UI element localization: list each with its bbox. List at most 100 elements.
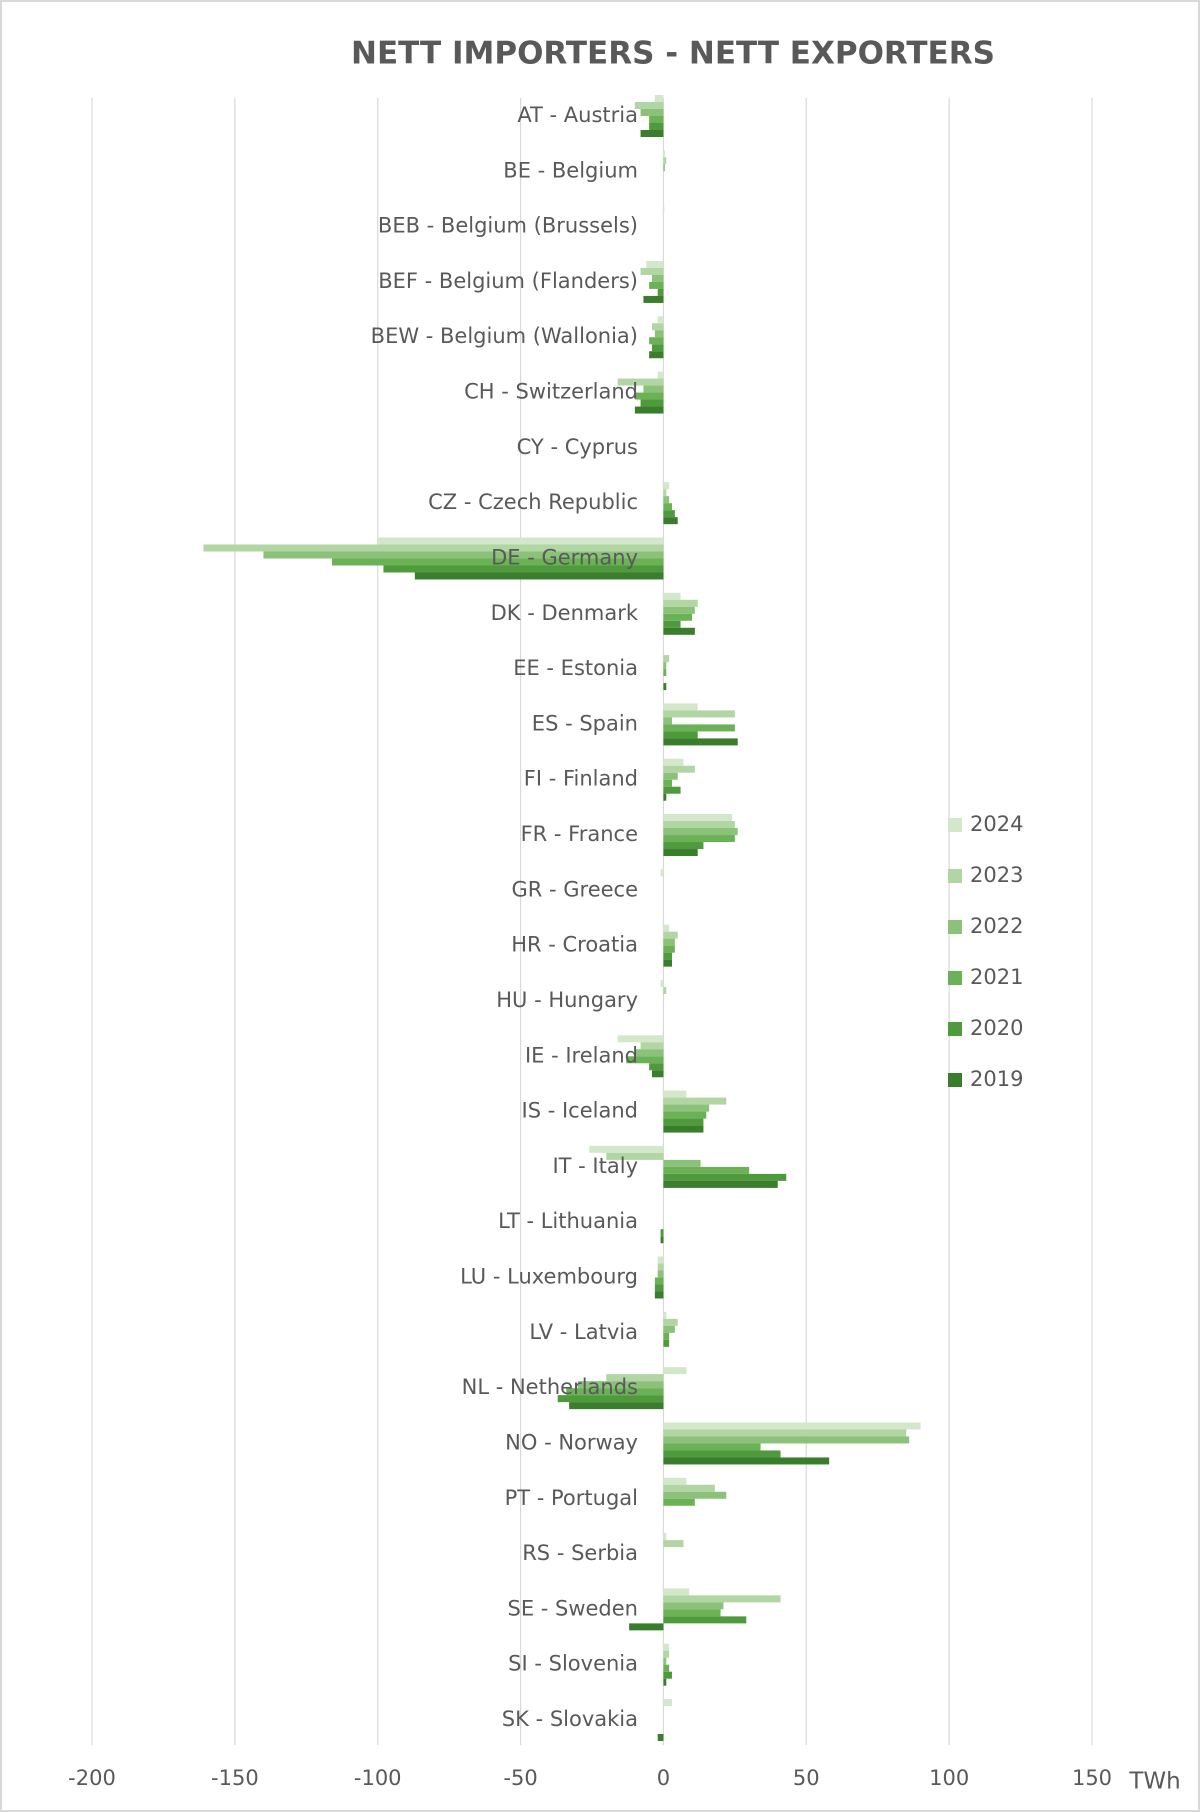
legend-label: 2022 <box>970 914 1023 938</box>
bar <box>663 779 672 787</box>
legend-swatch <box>948 920 962 934</box>
legend-label: 2024 <box>970 812 1023 836</box>
bar <box>663 1616 747 1624</box>
category-label: LU - Luxembourg <box>460 1265 638 1289</box>
bar <box>649 116 664 123</box>
category-label: PT - Portugal <box>505 1486 638 1510</box>
bar <box>657 371 664 379</box>
category-label: GR - Greece <box>511 877 638 901</box>
bar <box>663 1491 727 1499</box>
bar <box>663 655 670 663</box>
x-tick-label: -200 <box>68 1766 116 1790</box>
bar <box>663 1180 778 1188</box>
category-label: DK - Denmark <box>491 601 639 625</box>
bar <box>663 842 704 850</box>
bar <box>663 1602 724 1610</box>
bar <box>634 392 664 400</box>
bar <box>663 482 670 490</box>
category-label: IT - Italy <box>552 1154 638 1178</box>
bar <box>649 337 664 345</box>
bar <box>663 1325 675 1333</box>
bar <box>663 627 695 635</box>
category-label: LT - Lithuania <box>498 1209 638 1233</box>
bar <box>663 1367 687 1375</box>
bar <box>663 931 678 939</box>
bar <box>663 1318 678 1326</box>
category-label: IS - Iceland <box>522 1099 638 1123</box>
bar <box>640 399 664 407</box>
category-label: NL - Netherlands <box>462 1375 638 1399</box>
bar <box>663 835 735 843</box>
bar <box>663 731 698 739</box>
category-label: RS - Serbia <box>522 1541 638 1565</box>
bar <box>640 109 664 116</box>
bar <box>663 1097 727 1105</box>
bar <box>332 558 664 566</box>
category-label: IE - Ireland <box>525 1043 638 1067</box>
x-tick-label: -150 <box>211 1766 259 1790</box>
bar <box>663 1443 761 1451</box>
bar <box>663 758 684 766</box>
bar <box>663 1429 907 1437</box>
bar <box>654 1277 664 1285</box>
category-label: ES - Spain <box>532 711 638 735</box>
bar <box>654 1291 664 1299</box>
bar <box>654 330 664 338</box>
category-label: CY - Cyprus <box>517 435 638 459</box>
bar <box>663 1436 910 1444</box>
category-label: FR - France <box>521 822 638 846</box>
bar <box>663 517 678 525</box>
bar <box>663 620 681 628</box>
bar <box>663 1118 704 1126</box>
bar <box>377 537 664 545</box>
bar <box>663 1477 687 1485</box>
bar <box>663 952 672 960</box>
bar <box>634 1049 664 1057</box>
bar <box>663 772 678 780</box>
bar <box>663 1650 670 1658</box>
bar <box>649 1063 664 1071</box>
bar <box>663 1678 667 1686</box>
category-label: AT - Austria <box>517 103 638 127</box>
bar <box>649 351 664 359</box>
bar <box>663 489 667 497</box>
bar <box>657 316 664 324</box>
bar <box>663 945 675 953</box>
bar <box>663 821 735 829</box>
bar <box>663 1090 687 1098</box>
bar <box>663 786 681 794</box>
bar <box>663 1104 710 1112</box>
bar <box>652 1070 664 1078</box>
category-label: HU - Hungary <box>496 988 638 1012</box>
bar <box>263 551 664 559</box>
bar <box>557 1395 664 1403</box>
bar <box>657 1270 664 1278</box>
category-label: EE - Estonia <box>513 656 638 680</box>
bar <box>663 613 692 621</box>
bar <box>663 938 675 946</box>
bar <box>663 592 681 600</box>
bar <box>663 1643 670 1651</box>
bar <box>643 295 664 303</box>
bar <box>663 849 698 857</box>
bar <box>663 1699 672 1706</box>
bar <box>606 1374 664 1382</box>
category-label: CH - Switzerland <box>464 380 638 404</box>
bar <box>626 1056 664 1064</box>
bar <box>654 1284 664 1292</box>
bar <box>649 123 664 130</box>
x-axis-label: TWh <box>1128 1769 1180 1795</box>
category-label: DE - Germany <box>491 545 638 569</box>
bar <box>663 1450 781 1458</box>
x-tick-label: 150 <box>1072 1766 1112 1790</box>
bar <box>657 1734 664 1741</box>
bar <box>643 385 664 393</box>
bar <box>657 288 664 296</box>
bar <box>566 1388 664 1396</box>
x-tick-label: 50 <box>793 1766 820 1790</box>
bar <box>663 683 667 691</box>
bar <box>663 662 667 670</box>
legend-label: 2023 <box>970 863 1023 887</box>
